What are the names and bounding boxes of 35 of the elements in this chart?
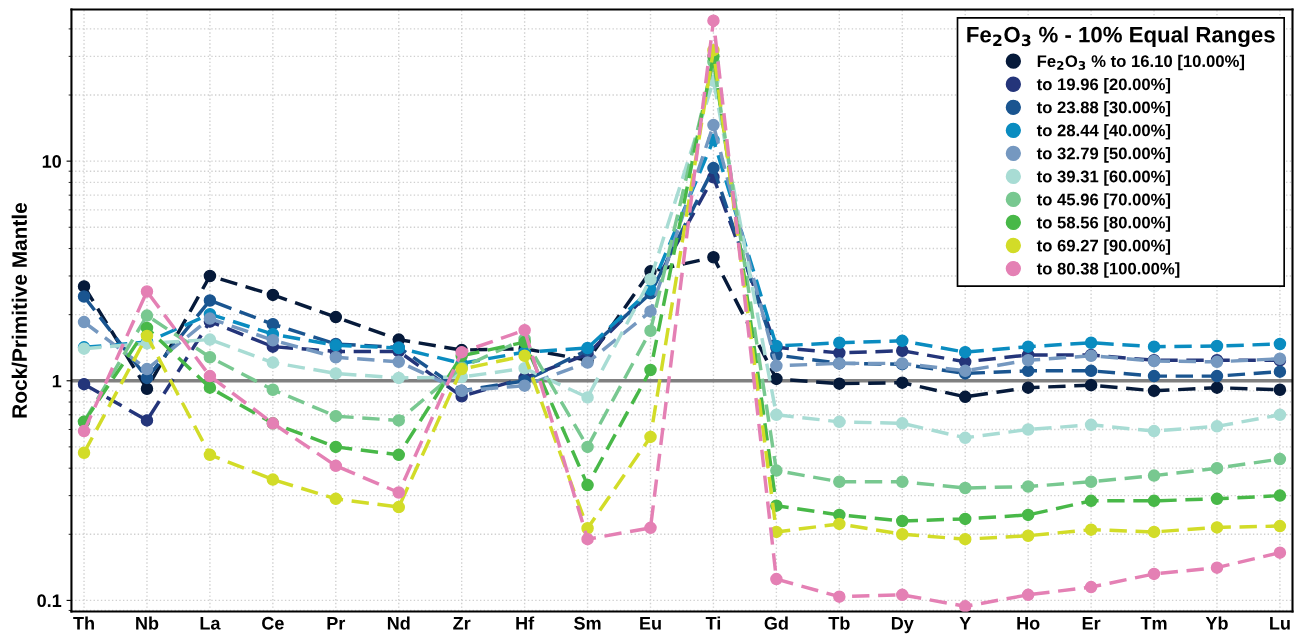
x-tick-label: Nd xyxy=(387,616,410,630)
x-tick-label: Eu xyxy=(640,617,661,630)
x-tick-label: Ti xyxy=(705,616,721,630)
x-tick-label: Gd xyxy=(764,616,788,630)
legend-label: to 28.44 [40.00%] xyxy=(1036,124,1171,140)
x-tick-label: Tm xyxy=(1140,617,1167,630)
x-tick-label: Zr xyxy=(453,617,471,630)
x-tick-label: Th xyxy=(73,616,94,630)
y-tick-label: 10 xyxy=(42,155,61,168)
x-tick-label: Pr xyxy=(327,617,346,630)
legend-label: to 80.38 [100.00%] xyxy=(1036,262,1180,278)
y-tick-label: 1 xyxy=(52,374,62,388)
y-tick-label: 0.1 xyxy=(37,594,62,608)
x-tick-label: Ce xyxy=(262,616,284,630)
x-tick-label: Hf xyxy=(516,616,535,630)
legend-label: to 58.56 [80.00%] xyxy=(1036,216,1171,232)
legend-label: Fe$_{2}$O$_{3}$ % to 16.10 [10.00%] xyxy=(1037,54,1245,71)
x-tick-label: Tb xyxy=(828,616,850,630)
legend-label: to 19.96 [20.00%] xyxy=(1036,78,1171,94)
legend-label: to 32.79 [50.00%] xyxy=(1036,147,1171,163)
x-tick-label: Yb xyxy=(1205,616,1228,630)
x-tick-label: Sm xyxy=(574,616,601,630)
x-tick-label: Ho xyxy=(1017,617,1040,630)
legend-label: to 45.96 [70.00%] xyxy=(1036,193,1171,209)
legend-label: to 69.27 [90.00%] xyxy=(1036,239,1171,255)
legend-label: to 39.31 [60.00%] xyxy=(1036,170,1171,186)
x-tick-label: La xyxy=(200,617,221,630)
y-axis-title: Rock/Primitive Mantle xyxy=(11,202,28,418)
x-tick-label: Y xyxy=(959,617,971,630)
legend-title: Fe$_{2}$O$_{3}$ % - 10% Equal Ranges xyxy=(967,26,1275,48)
x-tick-label: Nb xyxy=(136,616,159,630)
x-tick-label: Lu xyxy=(1270,617,1290,630)
x-tick-label: Er xyxy=(1082,617,1101,630)
legend-label: to 23.88 [30.00%] xyxy=(1036,101,1171,117)
x-tick-label: Dy xyxy=(891,617,914,634)
